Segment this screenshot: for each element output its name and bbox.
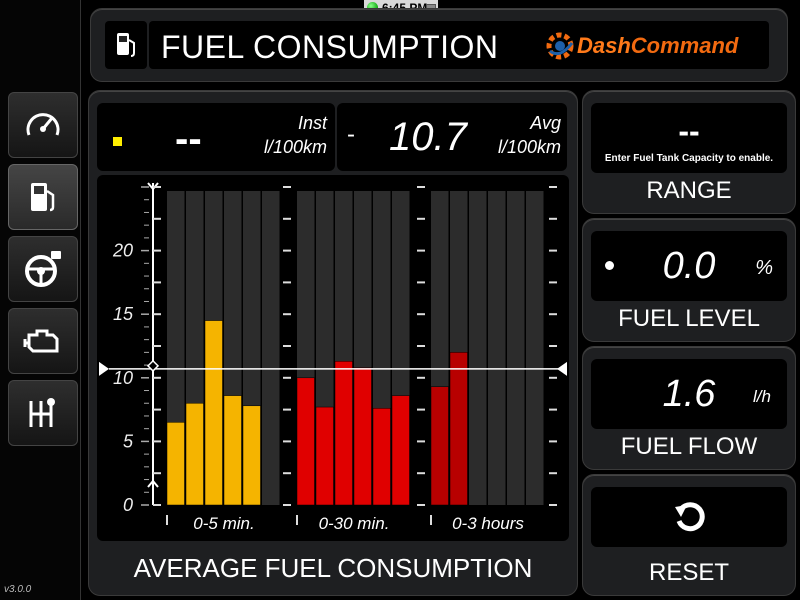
- fuel-level-display: 0.0 %: [591, 231, 787, 301]
- range-label: RANGE: [646, 177, 732, 204]
- fuel-flow-unit: l/h: [753, 387, 771, 406]
- sidebar-item-transmission[interactable]: [8, 380, 78, 446]
- avg-prefix: -: [347, 121, 355, 148]
- group-label: 0-30 min.: [319, 514, 390, 533]
- group-label: 0-3 hours: [452, 514, 524, 533]
- avg-unit-block: Avg l/100km: [471, 111, 561, 159]
- inst-readout: -- Inst l/100km: [97, 103, 335, 171]
- bar-slot: [526, 191, 544, 505]
- status-indicator-icon: [367, 2, 378, 13]
- inst-unit: l/100km: [263, 137, 327, 157]
- dashcommand-logo-icon: [546, 32, 574, 60]
- sidebar-item-gauges[interactable]: [8, 92, 78, 158]
- y-tick-label: 0: [123, 495, 133, 515]
- y-tick-label: 15: [113, 304, 134, 324]
- avg-unit: l/100km: [497, 137, 561, 157]
- bar: [372, 408, 391, 506]
- avg-label: Avg: [530, 113, 561, 133]
- bar: [296, 377, 315, 506]
- y-axis-top-arrow: [147, 182, 159, 191]
- header-icon-box: [105, 21, 147, 69]
- reset-label: RESET: [648, 559, 729, 586]
- bar: [185, 402, 204, 506]
- reset-button[interactable]: RESET: [582, 474, 796, 596]
- bar: [334, 361, 353, 506]
- fuel-consumption-chart: 0 5 10 15 20 0-5 min. 0-30 min. 0-3 hours: [99, 182, 567, 533]
- chart-title: AVERAGE FUEL CONSUMPTION: [133, 553, 533, 583]
- fuel-level-label: FUEL LEVEL: [618, 305, 760, 332]
- steering-wheel-icon: [25, 251, 61, 287]
- fuel-flow-panel[interactable]: 1.6 l/h FUEL FLOW: [582, 346, 796, 470]
- y-tick-label: 10: [113, 368, 133, 388]
- fuel-pump-icon: [117, 33, 135, 57]
- average-marker-axis: [146, 359, 160, 372]
- inst-indicator: [113, 137, 122, 146]
- reset-icon: [675, 502, 705, 532]
- range-panel[interactable]: -- Enter Fuel Tank Capacity to enable. R…: [582, 90, 796, 214]
- average-marker-left: [99, 361, 109, 376]
- bar: [166, 422, 185, 506]
- consumption-panel: -- Inst l/100km - 10.7 Avg l/100km 0 5 10 1…: [88, 90, 578, 596]
- range-value: --: [678, 113, 700, 149]
- engine-icon: [23, 329, 59, 353]
- speedometer-icon: [26, 113, 60, 136]
- y-axis-bottom-arrow: [147, 479, 159, 488]
- dashcommand-logo: DashCommand: [577, 33, 738, 59]
- fuel-level-indicator: [605, 261, 614, 270]
- average-marker-right: [557, 361, 567, 376]
- fuel-pump-icon: [31, 183, 55, 212]
- bar-slot: [262, 191, 280, 505]
- fuel-flow-value: 1.6: [662, 373, 716, 415]
- reset-icon-box: [591, 487, 787, 547]
- group-label: 0-5 min.: [193, 514, 254, 533]
- bar: [223, 395, 242, 506]
- range-display: -- Enter Fuel Tank Capacity to enable.: [591, 103, 787, 173]
- fuel-flow-display: 1.6 l/h: [591, 359, 787, 429]
- bar: [430, 386, 449, 506]
- bar-slot: [507, 191, 525, 505]
- avg-value: 10.7: [389, 115, 467, 159]
- sidebar-item-engine[interactable]: [8, 308, 78, 374]
- inst-unit-block: Inst l/100km: [237, 111, 327, 159]
- page-title: FUEL CONSUMPTION: [161, 29, 499, 65]
- bar: [353, 367, 372, 506]
- fuel-level-value: 0.0: [662, 245, 716, 287]
- bar-slot: [488, 191, 506, 505]
- range-hint: Enter Fuel Tank Capacity to enable.: [604, 153, 774, 164]
- y-tick-label: 5: [123, 431, 134, 451]
- logo-text-dash: Dash: [577, 33, 631, 58]
- header-panel: FUEL CONSUMPTION DashCommand: [90, 8, 788, 82]
- fuel-level-unit: %: [755, 257, 773, 279]
- bar: [204, 320, 223, 506]
- gear-shift-icon: [29, 398, 55, 427]
- bar: [242, 405, 261, 506]
- sidebar: v3.0.0: [0, 0, 81, 600]
- sidebar-item-driving[interactable]: [8, 236, 78, 302]
- bar: [449, 352, 468, 506]
- fuel-level-panel[interactable]: 0.0 % FUEL LEVEL: [582, 218, 796, 342]
- version-label: v3.0.0: [4, 584, 32, 595]
- bar: [315, 406, 334, 506]
- inst-value: --: [175, 117, 202, 161]
- bar-slot: [469, 191, 487, 505]
- fuel-flow-label: FUEL FLOW: [620, 433, 758, 460]
- bar: [391, 395, 410, 506]
- avg-readout: - 10.7 Avg l/100km: [337, 103, 567, 171]
- inst-label: Inst: [297, 113, 327, 133]
- chart-area: 0 5 10 15 20 0-5 min. 0-30 min. 0-3 hours: [97, 175, 569, 541]
- logo-text-command: Command: [630, 33, 739, 58]
- sidebar-item-fuel[interactable]: [8, 164, 78, 230]
- header-title-box: FUEL CONSUMPTION DashCommand: [149, 21, 769, 69]
- y-tick-label: 20: [112, 241, 133, 261]
